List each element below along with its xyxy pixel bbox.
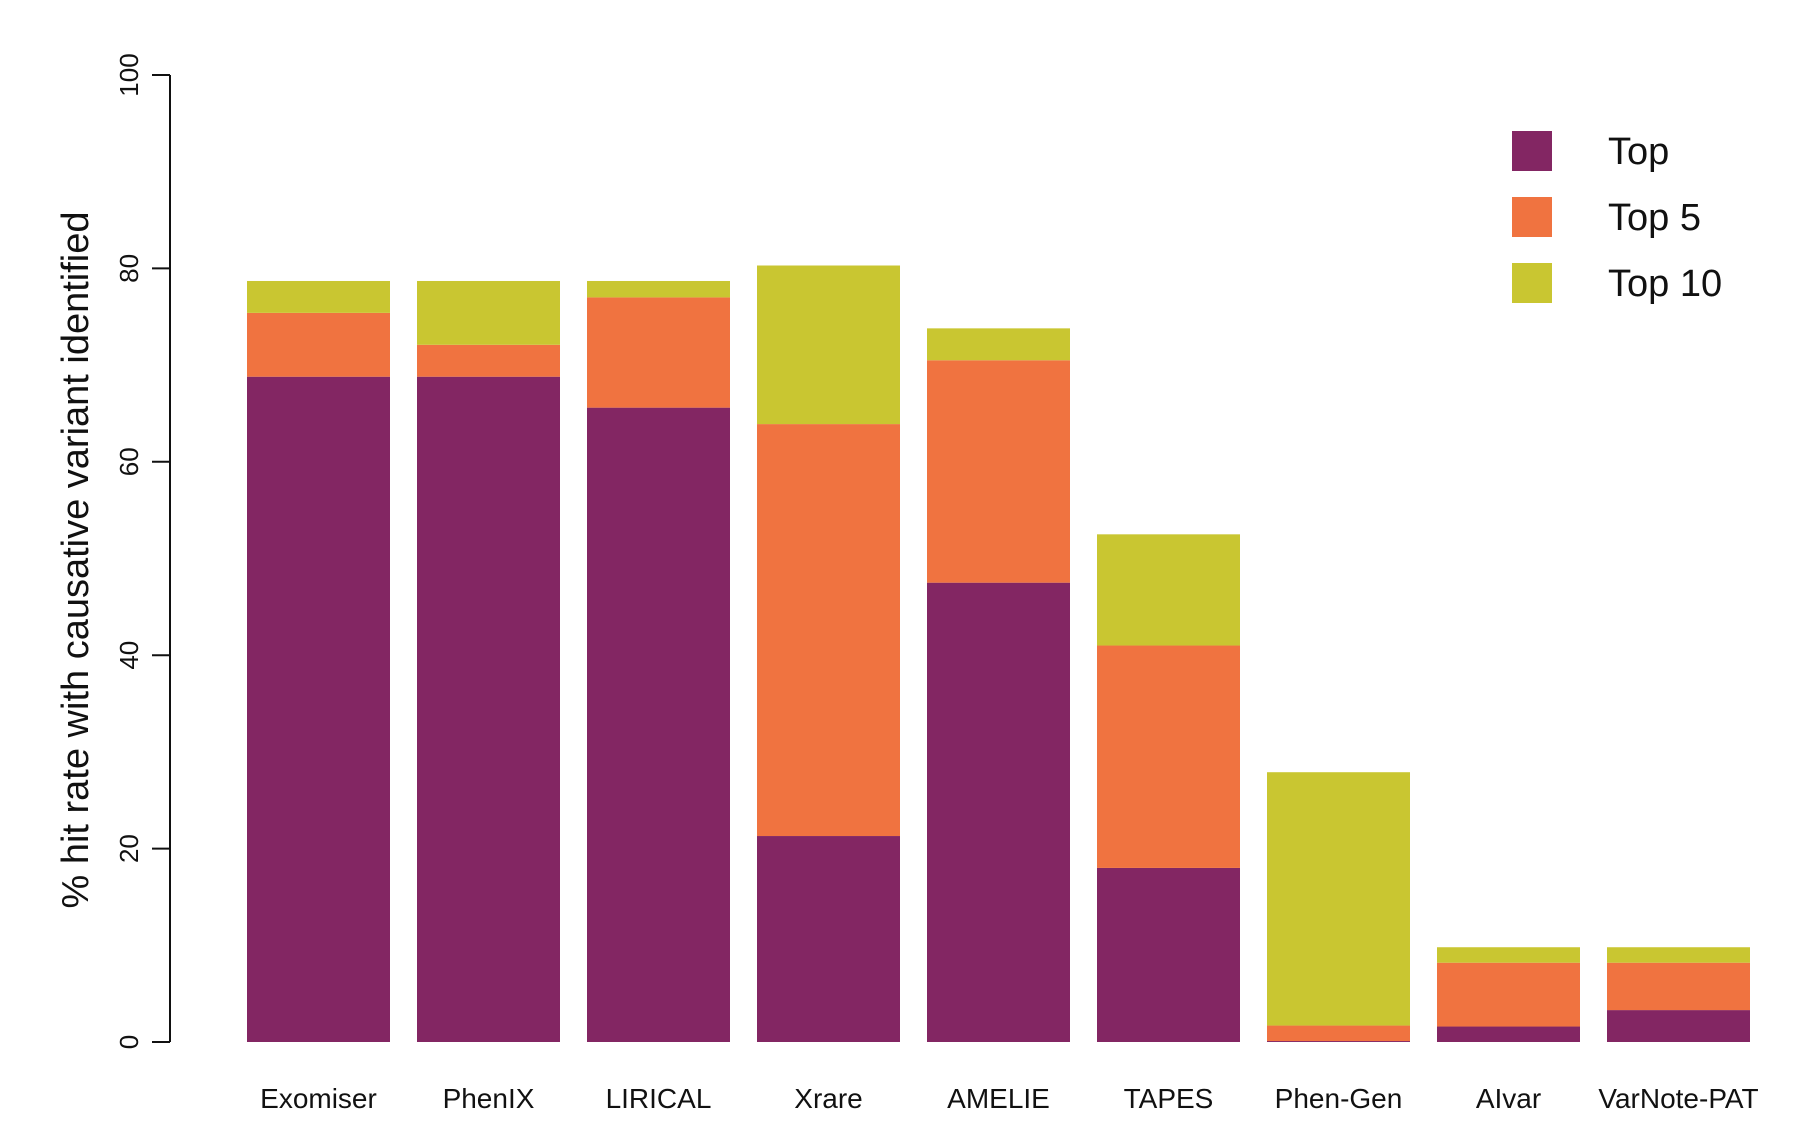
- y-tick-label: 60: [114, 447, 144, 476]
- legend-label: Top: [1608, 131, 1669, 173]
- y-tick-label: 0: [114, 1035, 144, 1049]
- y-tick-label: 80: [114, 254, 144, 283]
- bar-exomiser-top-10: [247, 280, 390, 313]
- bar-tapes-top-5: [1097, 645, 1240, 868]
- legend-label: Top 5: [1608, 197, 1701, 239]
- bar-amelie-top-5: [927, 360, 1070, 583]
- legend-swatch: [1512, 263, 1552, 303]
- x-category-label: AMELIE: [947, 1083, 1050, 1114]
- x-category-label: Phen-Gen: [1275, 1083, 1403, 1114]
- x-category-label: PhenIX: [443, 1083, 535, 1114]
- bar-tapes-top: [1097, 867, 1240, 1042]
- bar-phenix-top-5: [417, 344, 560, 377]
- x-category-label: VarNote-PAT: [1598, 1083, 1758, 1114]
- bar-amelie-top: [927, 582, 1070, 1042]
- y-tick-label: 40: [114, 641, 144, 670]
- bar-lirical-top: [587, 407, 730, 1042]
- bar-varnote-pat-top-5: [1607, 962, 1750, 1011]
- bar-phen-gen-top: [1267, 1041, 1410, 1042]
- y-tick-label: 100: [114, 53, 144, 96]
- legend-swatch: [1512, 131, 1552, 171]
- bar-phen-gen-top-5: [1267, 1025, 1410, 1042]
- bar-phenix-top: [417, 376, 560, 1043]
- legend: Top Top 5 Top 10: [1512, 131, 1722, 305]
- bar-phen-gen-top-10: [1267, 772, 1410, 1026]
- x-category-label: TAPES: [1124, 1083, 1214, 1114]
- bar-aivar-top-5: [1437, 962, 1580, 1027]
- x-category-label: Exomiser: [260, 1083, 377, 1114]
- bar-tapes-top-10: [1097, 534, 1240, 646]
- bar-exomiser-top-5: [247, 312, 390, 377]
- bar-aivar-top-10: [1437, 947, 1580, 963]
- legend-label: Top 10: [1608, 263, 1722, 305]
- y-tick-label: 20: [114, 834, 144, 863]
- bar-aivar-top: [1437, 1026, 1580, 1042]
- bar-varnote-pat-top: [1607, 1010, 1750, 1042]
- legend-swatch: [1512, 197, 1552, 237]
- bar-xrare-top-5: [757, 424, 900, 837]
- bar-amelie-top-10: [927, 328, 1070, 361]
- x-category-label: Xrare: [794, 1083, 862, 1114]
- x-category-label: LIRICAL: [606, 1083, 712, 1114]
- bar-varnote-pat-top-10: [1607, 947, 1750, 963]
- x-axis-category-labels: Exomiser PhenIX LIRICAL Xrare AMELIE TAPES Phe…: [260, 1083, 1758, 1114]
- bars-layer: [247, 265, 1750, 1043]
- bar-xrare-top: [757, 836, 900, 1042]
- y-axis-title: % hit rate with causative variant identi…: [55, 211, 97, 908]
- y-axis: 0 20 40 60 80 100: [114, 53, 171, 1049]
- bar-phenix-top-10: [417, 280, 560, 345]
- bar-lirical-top-10: [587, 280, 730, 298]
- x-category-label: AIvar: [1476, 1083, 1541, 1114]
- bar-lirical-top-5: [587, 297, 730, 408]
- bar-exomiser-top: [247, 376, 390, 1043]
- bar-xrare-top-10: [757, 265, 900, 425]
